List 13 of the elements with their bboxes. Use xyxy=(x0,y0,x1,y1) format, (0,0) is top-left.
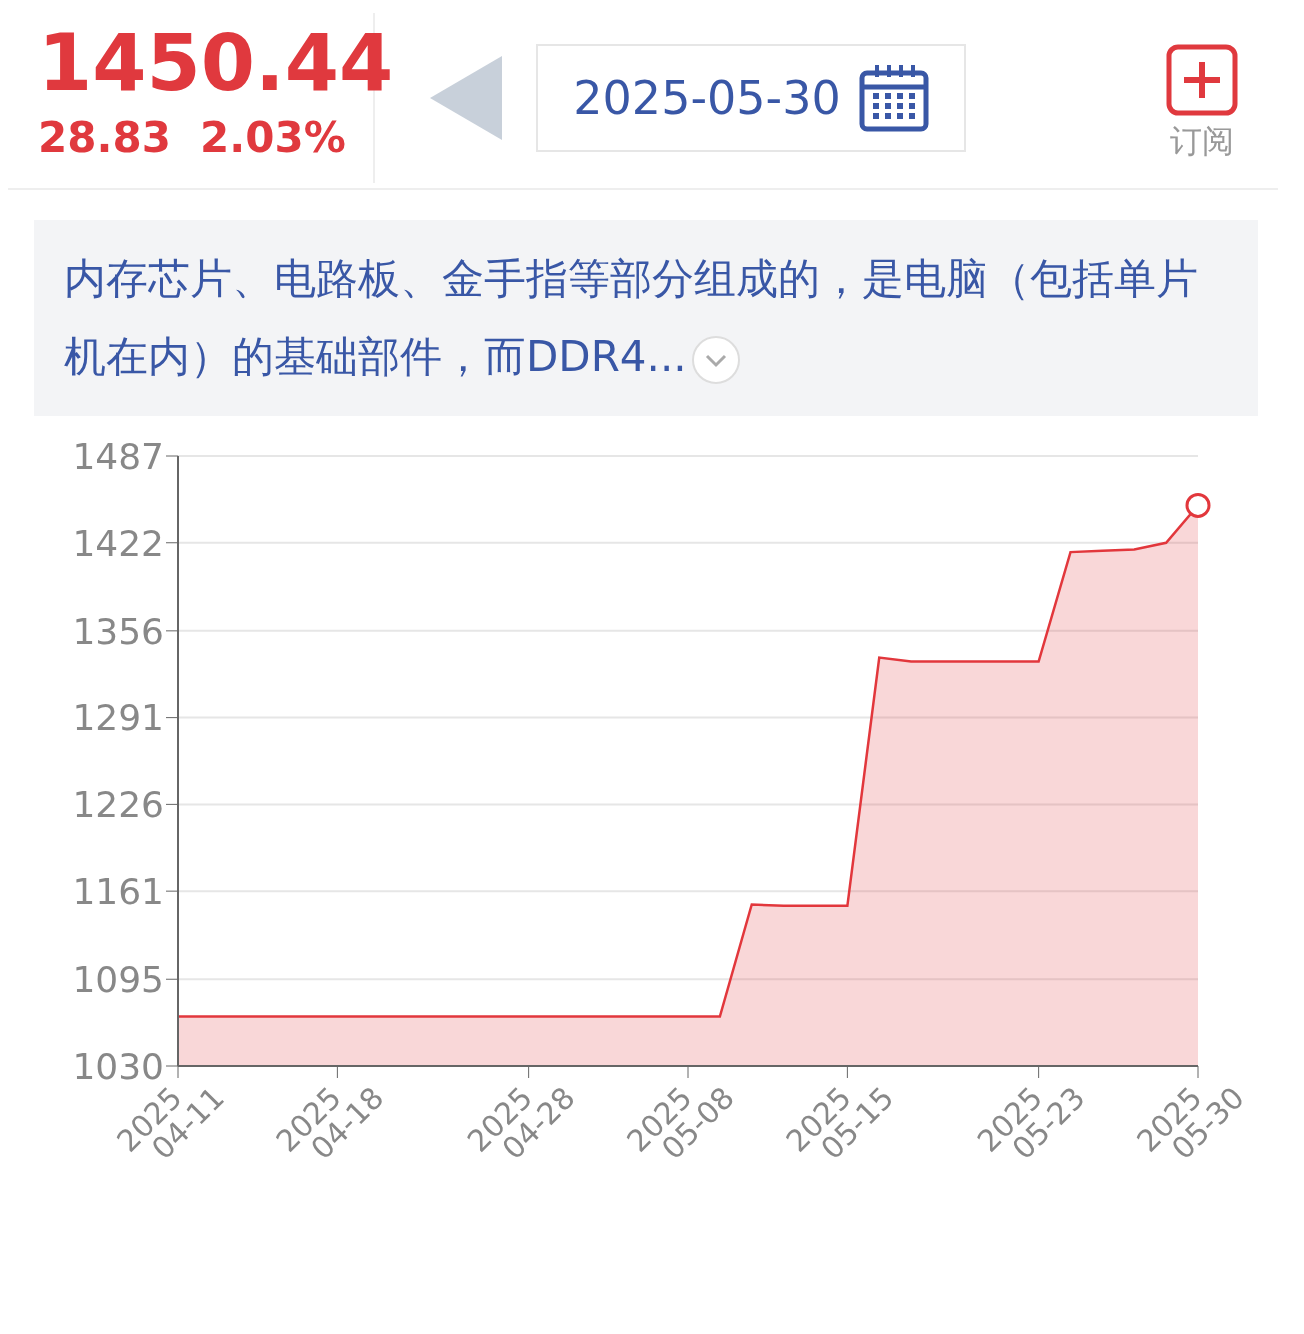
text: 2025-05-30 xyxy=(573,71,841,125)
y-tick-label: 1226 xyxy=(72,784,164,826)
text: 内存芯片、电路板、金手指等部分组成的，是电脑（包括单片机在内）的基础部件，而DDR4... xyxy=(64,254,1198,381)
y-tick-label: 1291 xyxy=(72,697,164,739)
y-tick-label: 1356 xyxy=(72,610,164,652)
y-tick-label: 1030 xyxy=(72,1045,164,1087)
chart-subtitle: 28.83 2.03% xyxy=(38,113,347,162)
chart-title: 1450.44 xyxy=(38,17,394,110)
text: 订阅 xyxy=(1169,121,1235,162)
y-tick-label: 1095 xyxy=(72,959,164,1001)
y-tick-label: 1161 xyxy=(72,870,164,912)
y-tick-label: 1487 xyxy=(72,435,164,477)
y-tick-label: 1422 xyxy=(72,522,164,564)
